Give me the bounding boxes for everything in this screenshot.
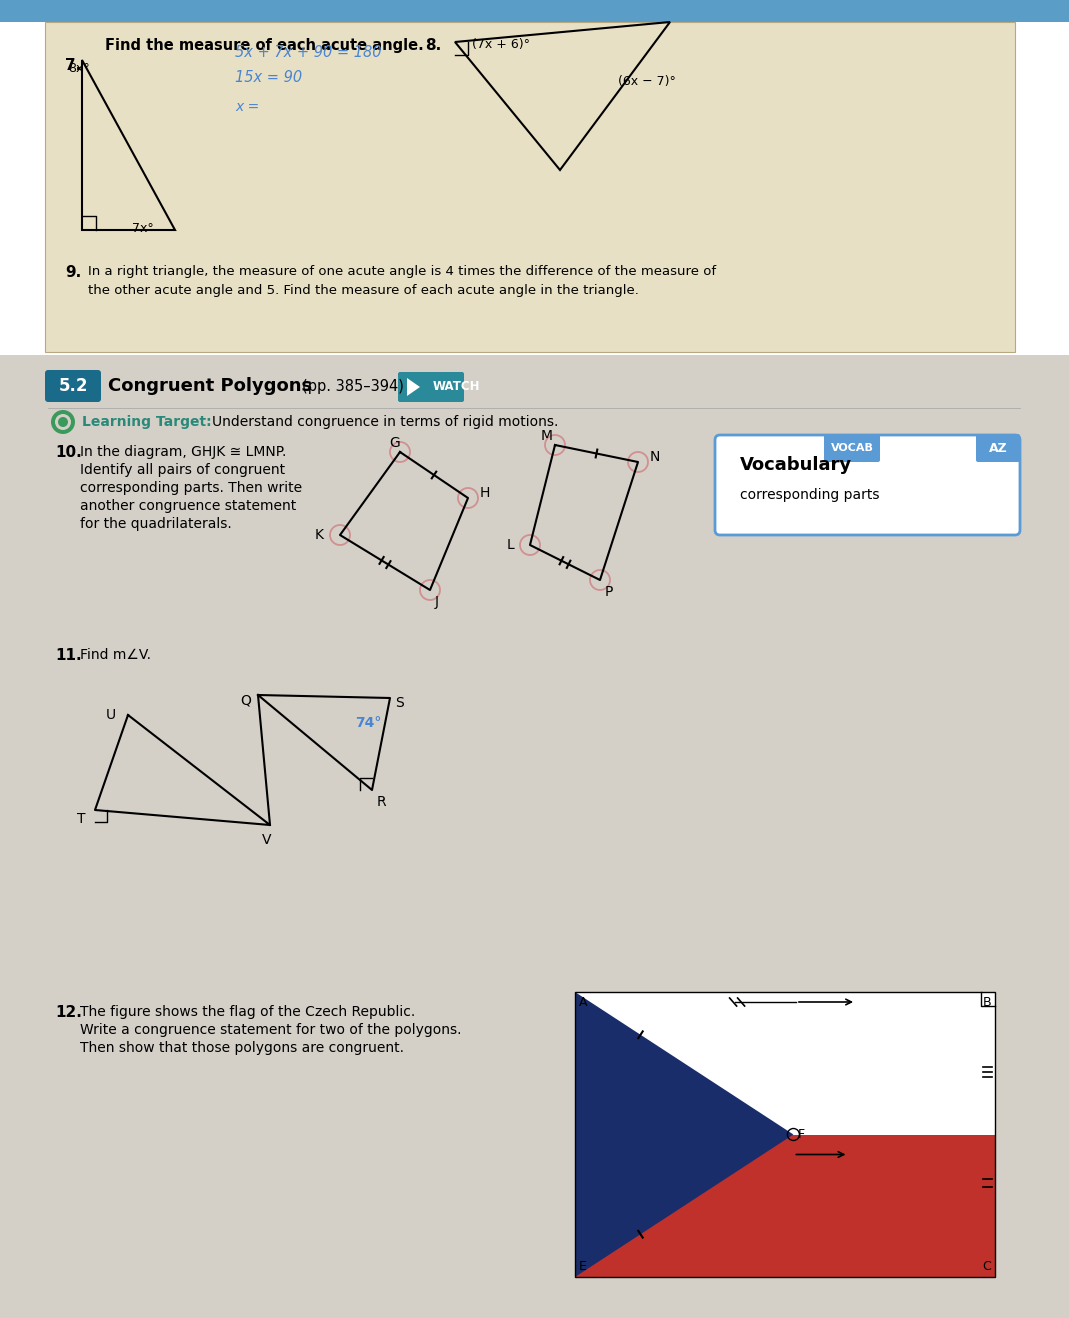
FancyBboxPatch shape (715, 435, 1020, 535)
Text: 7x°: 7x° (131, 221, 154, 235)
Bar (45, 22, 1014, 352)
Text: 5.2: 5.2 (58, 377, 88, 395)
Text: Learning Target:: Learning Target: (82, 415, 212, 428)
Text: Understand congruence in terms of rigid motions.: Understand congruence in terms of rigid … (212, 415, 558, 428)
Text: Identify all pairs of congruent: Identify all pairs of congruent (80, 463, 285, 477)
Text: Vocabulary: Vocabulary (740, 456, 852, 474)
Bar (0, 0, 1069, 22)
Text: 10.: 10. (55, 445, 81, 460)
Text: for the quadrilaterals.: for the quadrilaterals. (80, 517, 232, 531)
Text: WATCH: WATCH (433, 381, 480, 394)
Text: K: K (315, 529, 324, 542)
Bar (575, 1135, 995, 1277)
Circle shape (55, 414, 71, 430)
Text: The figure shows the flag of the Czech Republic.: The figure shows the flag of the Czech R… (80, 1006, 415, 1019)
Text: 12.: 12. (55, 1006, 82, 1020)
Text: the other acute angle and 5. Find the measure of each acute angle in the triangl: the other acute angle and 5. Find the me… (88, 283, 639, 297)
Circle shape (58, 416, 68, 427)
Text: AZ: AZ (989, 442, 1007, 455)
Text: 11.: 11. (55, 648, 81, 663)
Text: U: U (106, 708, 117, 722)
FancyBboxPatch shape (824, 434, 880, 463)
Text: (pp. 385–394): (pp. 385–394) (303, 378, 404, 394)
Text: Find the measure of each acute angle.: Find the measure of each acute angle. (105, 38, 423, 53)
Text: G: G (389, 436, 401, 449)
Bar (575, 992, 995, 1277)
Text: 15x = 90: 15x = 90 (235, 70, 303, 84)
Text: another congruence statement: another congruence statement (80, 500, 296, 513)
Text: 74°: 74° (355, 716, 382, 730)
Text: (7x + 6)°: (7x + 6)° (472, 38, 530, 51)
Text: 9.: 9. (65, 265, 81, 279)
Text: Find m∠V.: Find m∠V. (80, 648, 151, 662)
Text: S: S (396, 696, 404, 710)
Text: T: T (77, 812, 86, 826)
Text: L: L (507, 538, 514, 552)
Text: In a right triangle, the measure of one acute angle is 4 times the difference of: In a right triangle, the measure of one … (88, 265, 716, 278)
FancyBboxPatch shape (45, 370, 100, 402)
Text: VOCAB: VOCAB (831, 443, 873, 453)
Text: A: A (579, 996, 588, 1010)
Text: corresponding parts. Then write: corresponding parts. Then write (80, 481, 303, 496)
Text: In the diagram, GHJK ≅ LMNP.: In the diagram, GHJK ≅ LMNP. (80, 445, 286, 459)
Text: 8x°: 8x° (68, 62, 90, 75)
Text: corresponding parts: corresponding parts (740, 488, 880, 502)
Polygon shape (575, 992, 793, 1277)
Text: R: R (377, 795, 387, 809)
Bar (0, 355, 1069, 1318)
Text: Then show that those polygons are congruent.: Then show that those polygons are congru… (80, 1041, 404, 1054)
Text: Write a congruence statement for two of the polygons.: Write a congruence statement for two of … (80, 1023, 462, 1037)
Text: B: B (982, 996, 991, 1010)
Text: C: C (982, 1260, 991, 1273)
Text: 5x + 7x + 90 = 180: 5x + 7x + 90 = 180 (235, 45, 382, 61)
Text: V: V (262, 833, 272, 847)
Text: J: J (435, 594, 439, 609)
Text: (6x − 7)°: (6x − 7)° (618, 75, 676, 88)
Text: Congruent Polygons: Congruent Polygons (108, 377, 312, 395)
Text: E: E (579, 1260, 587, 1273)
Text: P: P (605, 585, 614, 598)
Text: F: F (797, 1128, 805, 1141)
Text: N: N (650, 449, 661, 464)
Bar (575, 992, 995, 1135)
Text: M: M (541, 428, 553, 443)
Text: x =: x = (235, 100, 260, 113)
Text: H: H (480, 486, 491, 500)
Polygon shape (407, 378, 420, 395)
FancyBboxPatch shape (398, 372, 464, 402)
FancyBboxPatch shape (976, 434, 1020, 463)
Circle shape (51, 410, 75, 434)
Text: 7.: 7. (65, 58, 81, 72)
Text: Q: Q (241, 693, 251, 706)
Text: 8.: 8. (425, 38, 441, 53)
